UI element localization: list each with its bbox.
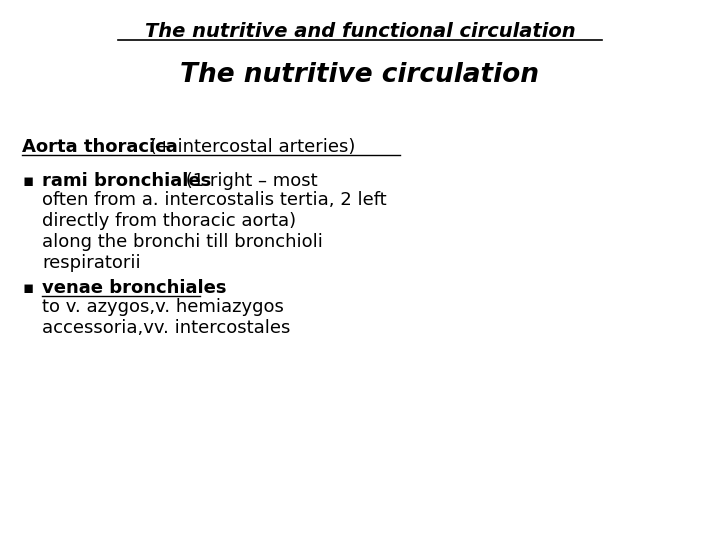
Text: The nutritive and functional circulation: The nutritive and functional circulation (145, 22, 575, 41)
Text: The nutritive circulation: The nutritive circulation (181, 62, 539, 88)
Text: Aorta thoracica: Aorta thoracica (22, 138, 178, 156)
Text: rami bronchiales: rami bronchiales (42, 172, 211, 190)
Text: ▪: ▪ (22, 172, 33, 190)
Text: ▪: ▪ (22, 279, 33, 297)
Text: often from a. intercostalis tertia, 2 left
directly from thoracic aorta): often from a. intercostalis tertia, 2 le… (42, 191, 387, 230)
Text: to v. azygos,v. hemiazygos
accessoria,vv. intercostales: to v. azygos,v. hemiazygos accessoria,vv… (42, 298, 290, 337)
Text: along the bronchi till bronchioli
respiratorii: along the bronchi till bronchioli respir… (42, 233, 323, 272)
Text: venae bronchiales: venae bronchiales (42, 279, 227, 297)
Text: (1 right – most: (1 right – most (180, 172, 318, 190)
Text: (+ intercostal arteries): (+ intercostal arteries) (144, 138, 356, 156)
